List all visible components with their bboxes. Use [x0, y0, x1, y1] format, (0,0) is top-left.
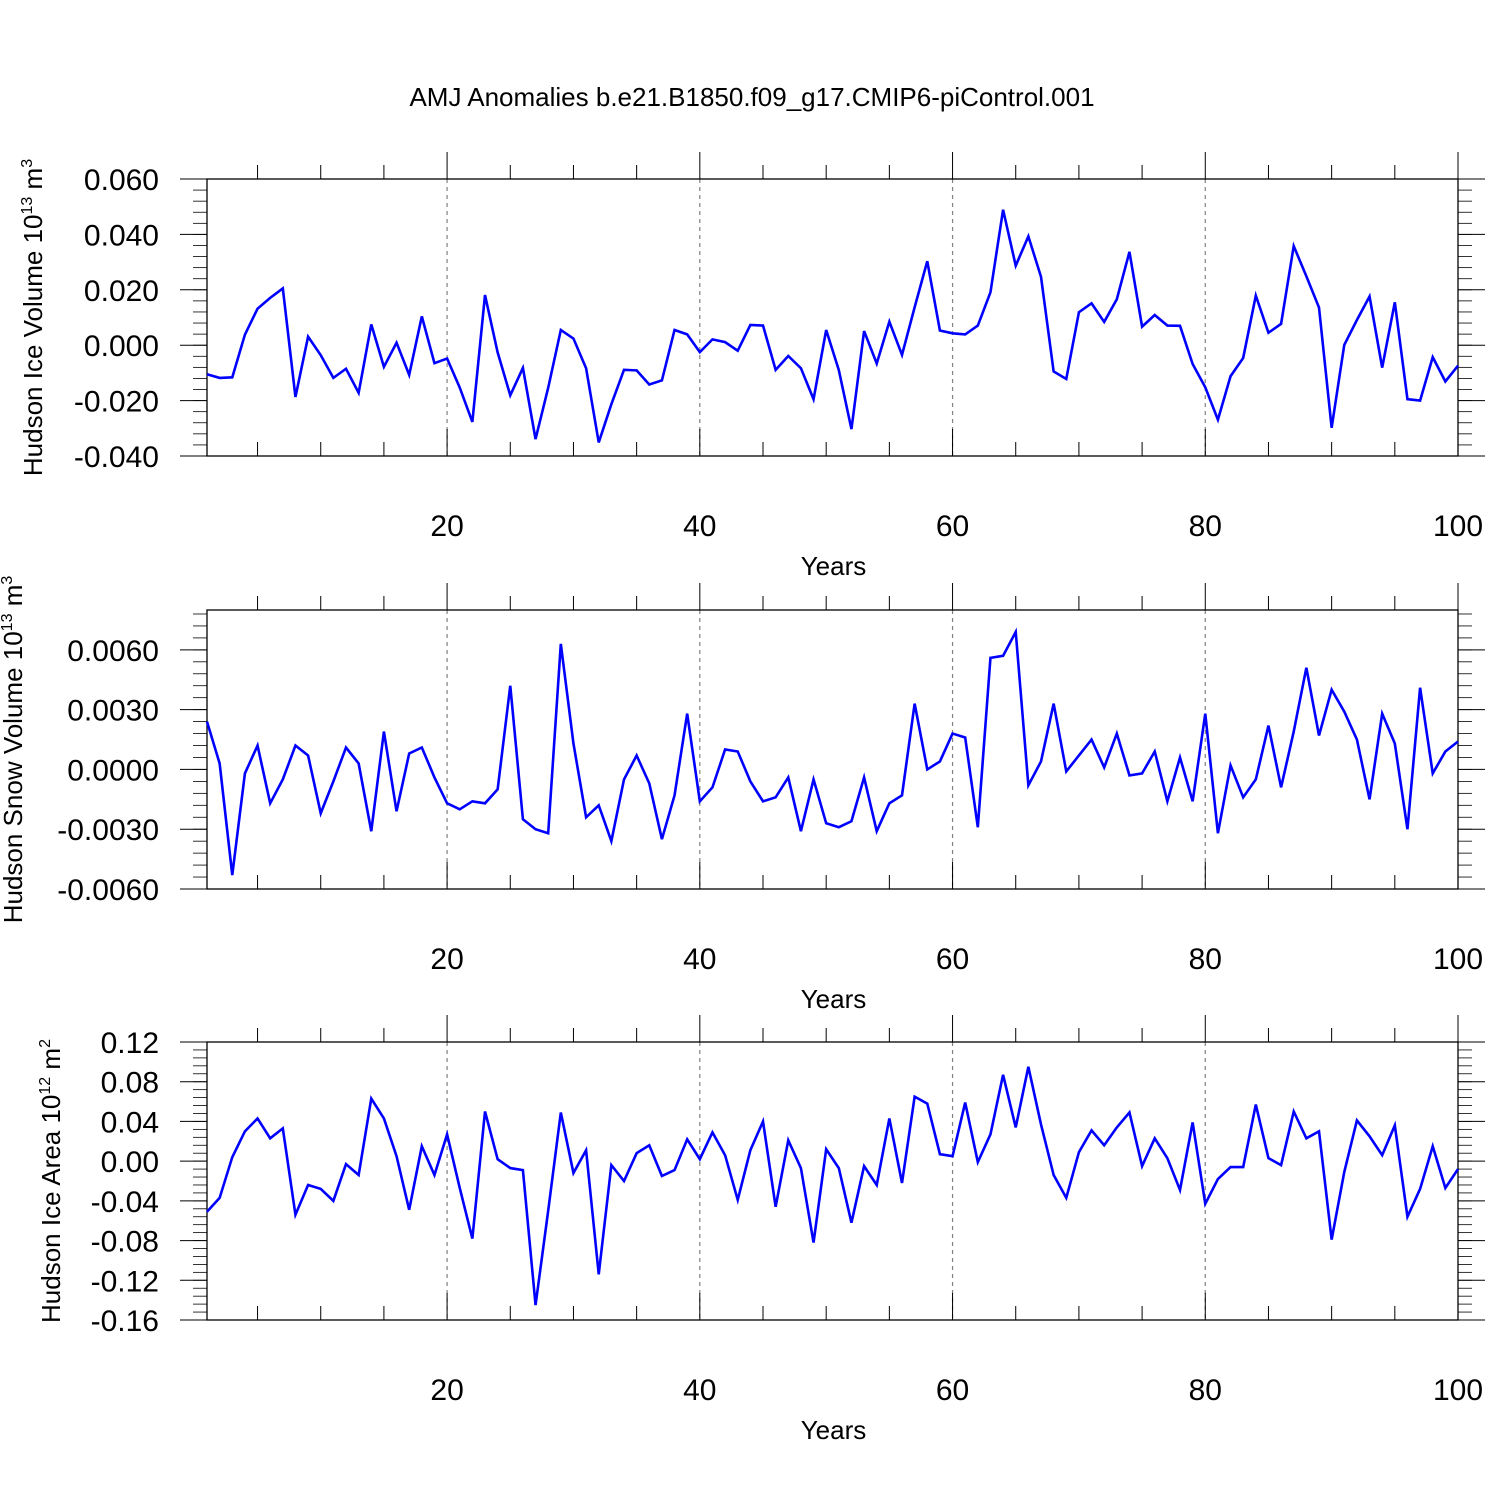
y-axis-label: Hudson Snow Volume 1013 m3 [0, 576, 28, 924]
y-tick-label: -0.16 [91, 1305, 159, 1338]
y-tick-label: 0.060 [84, 164, 159, 197]
x-tick-label: 60 [936, 510, 969, 543]
x-tick-label: 60 [936, 1374, 969, 1407]
x-tick-label: 100 [1433, 943, 1483, 976]
y-tick-label: -0.0060 [57, 874, 159, 907]
x-axis-label: Years [801, 551, 867, 581]
x-tick-label: 40 [683, 510, 716, 543]
y-tick-label: -0.08 [91, 1226, 159, 1259]
x-tick-label: 60 [936, 943, 969, 976]
y-tick-label: 0.040 [84, 219, 159, 252]
y-axis-label-exponent: 12 [37, 1077, 54, 1095]
panels: -0.040 -0.020 0.000 0.020 0.040 0.060 20 40 60 80… [0, 152, 1485, 1445]
panel-3: -0.16 -0.12 -0.08 -0.04 0.00 0.04 0.08 0.12 20 40… [36, 1015, 1485, 1445]
y-axis-label-part: m [0, 585, 28, 614]
y-tick-label: 0.04 [101, 1106, 159, 1139]
plot-frame [206, 1041, 1459, 1321]
y-axis-label-exponent: 3 [19, 159, 36, 168]
y-axis-label-part: m [18, 168, 48, 197]
x-tick-label: 80 [1189, 510, 1222, 543]
x-tick-label: 20 [430, 1374, 463, 1407]
x-tick-label: 20 [430, 943, 463, 976]
y-tick-label: 0.020 [84, 275, 159, 308]
plot-frame [206, 609, 1459, 890]
y-tick-label: -0.040 [74, 441, 159, 474]
y-tick-label: 0.0030 [67, 695, 159, 728]
y-tick-label: -0.04 [91, 1186, 159, 1219]
series-line [206, 209, 1460, 443]
y-axis-label: Hudson Ice Area 1012 m2 [36, 1039, 66, 1323]
y-tick-label: -0.020 [74, 386, 159, 419]
y-tick-label: 0.00 [101, 1146, 159, 1179]
series-line [205, 627, 1459, 876]
chart-title: AMJ Anomalies b.e21.B1850.f09_g17.CMIP6-… [409, 82, 1094, 112]
y-axis-label-exponent: 2 [37, 1039, 54, 1048]
y-tick-label: 0.000 [84, 330, 159, 363]
y-axis-label-part: Hudson Snow Volume 10 [0, 631, 28, 923]
series-line [206, 1066, 1460, 1306]
x-axis-label: Years [801, 1415, 867, 1445]
y-axis-label-part: Hudson Ice Volume 10 [18, 214, 48, 476]
y-tick-label: 0.08 [101, 1067, 159, 1100]
panel-1: -0.040 -0.020 0.000 0.020 0.040 0.060 20 40 60 80… [18, 152, 1485, 581]
y-axis-label-part: Hudson Ice Area 10 [36, 1095, 66, 1323]
panel-2: -0.0060 -0.0030 0.0000 0.0030 0.0060 20 40 60 80… [0, 576, 1485, 1014]
x-axis-label: Years [801, 984, 867, 1014]
x-tick-label: 80 [1189, 943, 1222, 976]
x-tick-label: 100 [1433, 510, 1483, 543]
y-tick-label: -0.12 [91, 1265, 159, 1298]
x-tick-label: 80 [1189, 1374, 1222, 1407]
plot-frame [206, 178, 1459, 457]
x-tick-label: 20 [430, 510, 463, 543]
y-tick-label: -0.0030 [57, 814, 159, 847]
y-axis-label-exponent: 3 [0, 576, 16, 585]
x-tick-label: 40 [683, 943, 716, 976]
y-axis-label-exponent: 13 [0, 613, 16, 631]
y-tick-label: 0.0000 [67, 754, 159, 787]
y-axis-label-exponent: 13 [19, 197, 36, 215]
x-tick-label: 100 [1433, 1374, 1483, 1407]
y-tick-label: 0.0060 [67, 635, 159, 668]
y-axis-label-part: m [36, 1048, 66, 1077]
y-axis-label: Hudson Ice Volume 1013 m3 [18, 159, 48, 476]
y-tick-label: 0.12 [101, 1027, 159, 1060]
x-tick-label: 40 [683, 1374, 716, 1407]
